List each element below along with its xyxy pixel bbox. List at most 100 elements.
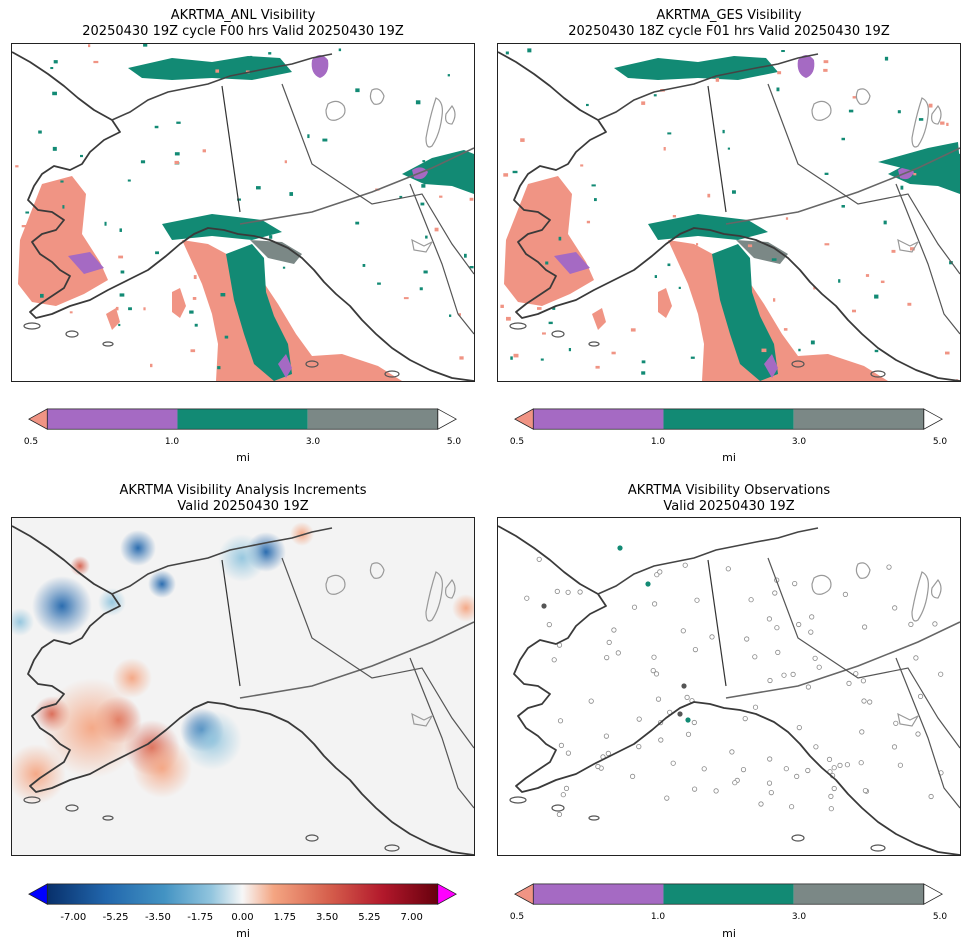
obs-station <box>670 760 676 766</box>
vis-speck <box>25 211 30 214</box>
vis-speck <box>399 195 403 199</box>
obs-station <box>557 718 564 724</box>
island <box>23 796 41 804</box>
obs-station <box>862 787 868 794</box>
obs-station-lowvis <box>685 717 691 723</box>
vis-speck <box>781 50 785 53</box>
vis-speck <box>897 110 901 114</box>
lake-outline <box>369 88 385 105</box>
vis-speck <box>118 255 124 259</box>
obs-station-dark <box>677 711 683 717</box>
vis-speck <box>40 293 44 298</box>
vis-speck <box>848 109 854 113</box>
colorbar-bin-3 <box>307 408 438 430</box>
vis-speck <box>654 275 657 279</box>
vis-speck <box>194 323 198 327</box>
vis-speck <box>338 48 342 52</box>
island <box>588 815 600 821</box>
island <box>65 330 79 338</box>
colorbar-under <box>514 883 534 905</box>
increment-blob <box>290 522 314 546</box>
obs-station <box>742 716 748 722</box>
vis-mid-region <box>878 142 960 172</box>
vis-speck <box>62 205 65 209</box>
obs-station <box>713 788 719 794</box>
vis-speck <box>453 153 457 157</box>
vis-mid-region <box>712 244 778 381</box>
obs-station <box>691 719 697 726</box>
vis-speck <box>420 202 425 206</box>
panel4-title-line2: Valid 20250430 19Z <box>663 499 795 514</box>
obs-station <box>536 556 542 562</box>
colorbar-over <box>923 408 943 430</box>
obs-station <box>897 762 903 768</box>
obs-station <box>913 655 919 661</box>
vis-speck <box>403 297 409 300</box>
colorbar-under <box>28 883 48 905</box>
vis-speck <box>771 258 777 261</box>
vis-speck <box>119 228 122 232</box>
vis-speck <box>884 56 889 61</box>
obs-station <box>837 762 843 768</box>
vis-speck <box>80 154 83 158</box>
colorbar-bin-2 <box>177 408 308 430</box>
lake-outline <box>411 712 434 727</box>
obs-station <box>657 569 663 575</box>
vis-purple-region <box>311 55 329 78</box>
vis-speck <box>449 314 452 317</box>
vis-speck <box>558 236 562 241</box>
vis-speck <box>580 164 584 167</box>
increment-blob <box>32 576 92 636</box>
vis-speck <box>591 184 596 187</box>
border-canada <box>725 147 960 225</box>
lake-outline <box>911 97 929 148</box>
vis-speck <box>447 74 450 77</box>
lake-outline <box>325 574 346 595</box>
obs-station <box>709 634 715 640</box>
obs-station <box>680 628 686 634</box>
vis-speck <box>653 94 657 97</box>
vis-speck <box>941 159 946 163</box>
increment-blob <box>42 678 142 778</box>
obs-station <box>748 597 754 603</box>
province-border <box>281 557 474 749</box>
vis-speck <box>910 247 915 251</box>
vis-speck <box>50 67 54 70</box>
vis-speck <box>913 173 917 176</box>
vis-speck <box>838 279 841 283</box>
coastline <box>12 525 474 855</box>
coastline-north <box>597 527 819 595</box>
obs-station <box>917 693 924 699</box>
colorbar-anl-tick: 5.0 <box>446 437 462 447</box>
obs-station <box>694 597 700 603</box>
colorbar-ges-tick: 5.0 <box>932 437 948 447</box>
island <box>102 815 114 821</box>
colorbar-increments-tick: -7.00 <box>60 912 87 923</box>
vis-speck <box>928 103 933 108</box>
province-border <box>281 83 474 275</box>
vis-low-region <box>18 176 108 306</box>
vis-speck <box>88 44 91 48</box>
lake-outline <box>369 562 385 579</box>
border-canada <box>239 147 474 225</box>
colorbar-bin-1 <box>533 883 664 905</box>
obs-station <box>816 664 822 670</box>
obs-station <box>767 756 773 762</box>
obs-station <box>701 766 707 772</box>
colorbar-ges-unit: mi <box>722 451 736 464</box>
vis-speck <box>419 287 423 291</box>
map-increments-svg <box>12 522 474 855</box>
vis-speck <box>907 302 912 306</box>
vis-speck <box>289 192 294 196</box>
panel1-title: AKRTMA_ANL Visibility 20250430 19Z cycle… <box>12 8 474 40</box>
vis-speck <box>60 180 64 183</box>
obs-station <box>768 789 774 796</box>
province-border <box>895 657 960 809</box>
vis-speck <box>104 221 107 226</box>
obs-station <box>651 654 657 660</box>
increment-field <box>12 522 474 804</box>
colorbar-ges-tick: 1.0 <box>650 437 666 447</box>
vis-speck <box>874 349 879 353</box>
island <box>551 330 565 338</box>
panel2-title-line2: 20250430 18Z cycle F01 hrs Valid 2025043… <box>568 24 890 39</box>
